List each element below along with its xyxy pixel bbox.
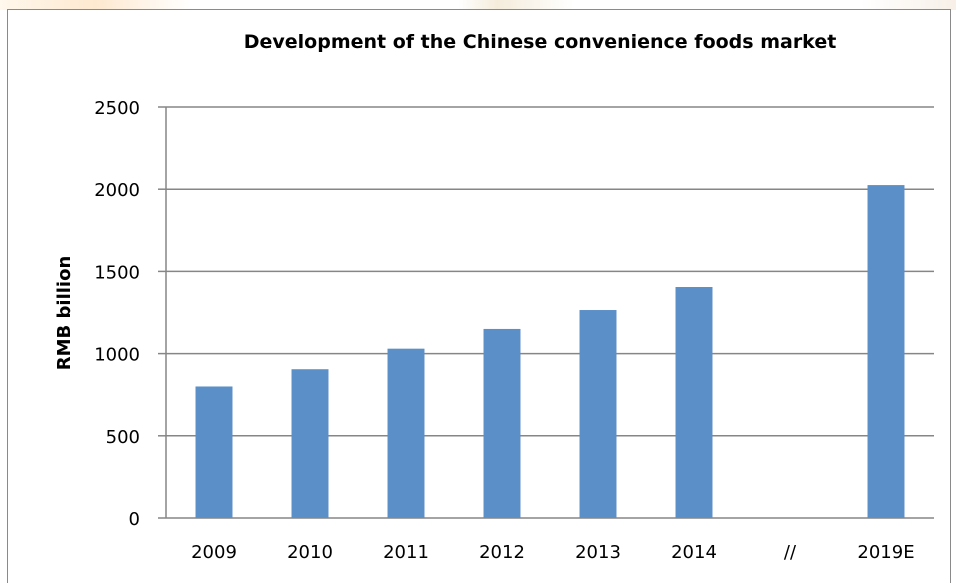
gridlines xyxy=(166,106,934,437)
y-tick-label: 500 xyxy=(106,427,140,448)
axes xyxy=(158,106,934,519)
bar-2013 xyxy=(579,310,617,518)
x-tick-label: 2013 xyxy=(575,542,621,563)
x-tick-label: 2019E xyxy=(857,542,914,563)
y-tick-label: 2000 xyxy=(94,180,140,201)
tick-labels: 0 500 1000 1500 2000 2500 2009 2010 2011 2012 2013… xyxy=(94,98,914,563)
x-tick-label: 2009 xyxy=(191,542,237,563)
x-tick-label: // xyxy=(784,542,797,563)
bars xyxy=(195,185,905,518)
x-tick-label: 2010 xyxy=(287,542,333,563)
chart-frame xyxy=(7,9,951,583)
y-tick-label: 2500 xyxy=(94,98,140,119)
y-tick-label: 0 xyxy=(129,509,140,530)
watermark-strip xyxy=(0,0,956,10)
y-axis-title: RMB billion xyxy=(54,256,75,371)
y-tick-label: 1500 xyxy=(94,262,140,283)
bar-2010 xyxy=(291,369,329,518)
x-tick-label: 2011 xyxy=(383,542,429,563)
bar-2009 xyxy=(195,386,233,518)
chart-title: Development of the Chinese convenience f… xyxy=(243,31,837,53)
y-tick-label: 1000 xyxy=(94,345,140,366)
x-tick-label: 2014 xyxy=(671,542,717,563)
x-tick-label: 2012 xyxy=(479,542,525,563)
bar-2019e xyxy=(867,185,905,518)
bar-2014 xyxy=(675,287,713,518)
bar-2012 xyxy=(483,328,521,518)
bar-2011 xyxy=(387,348,425,518)
